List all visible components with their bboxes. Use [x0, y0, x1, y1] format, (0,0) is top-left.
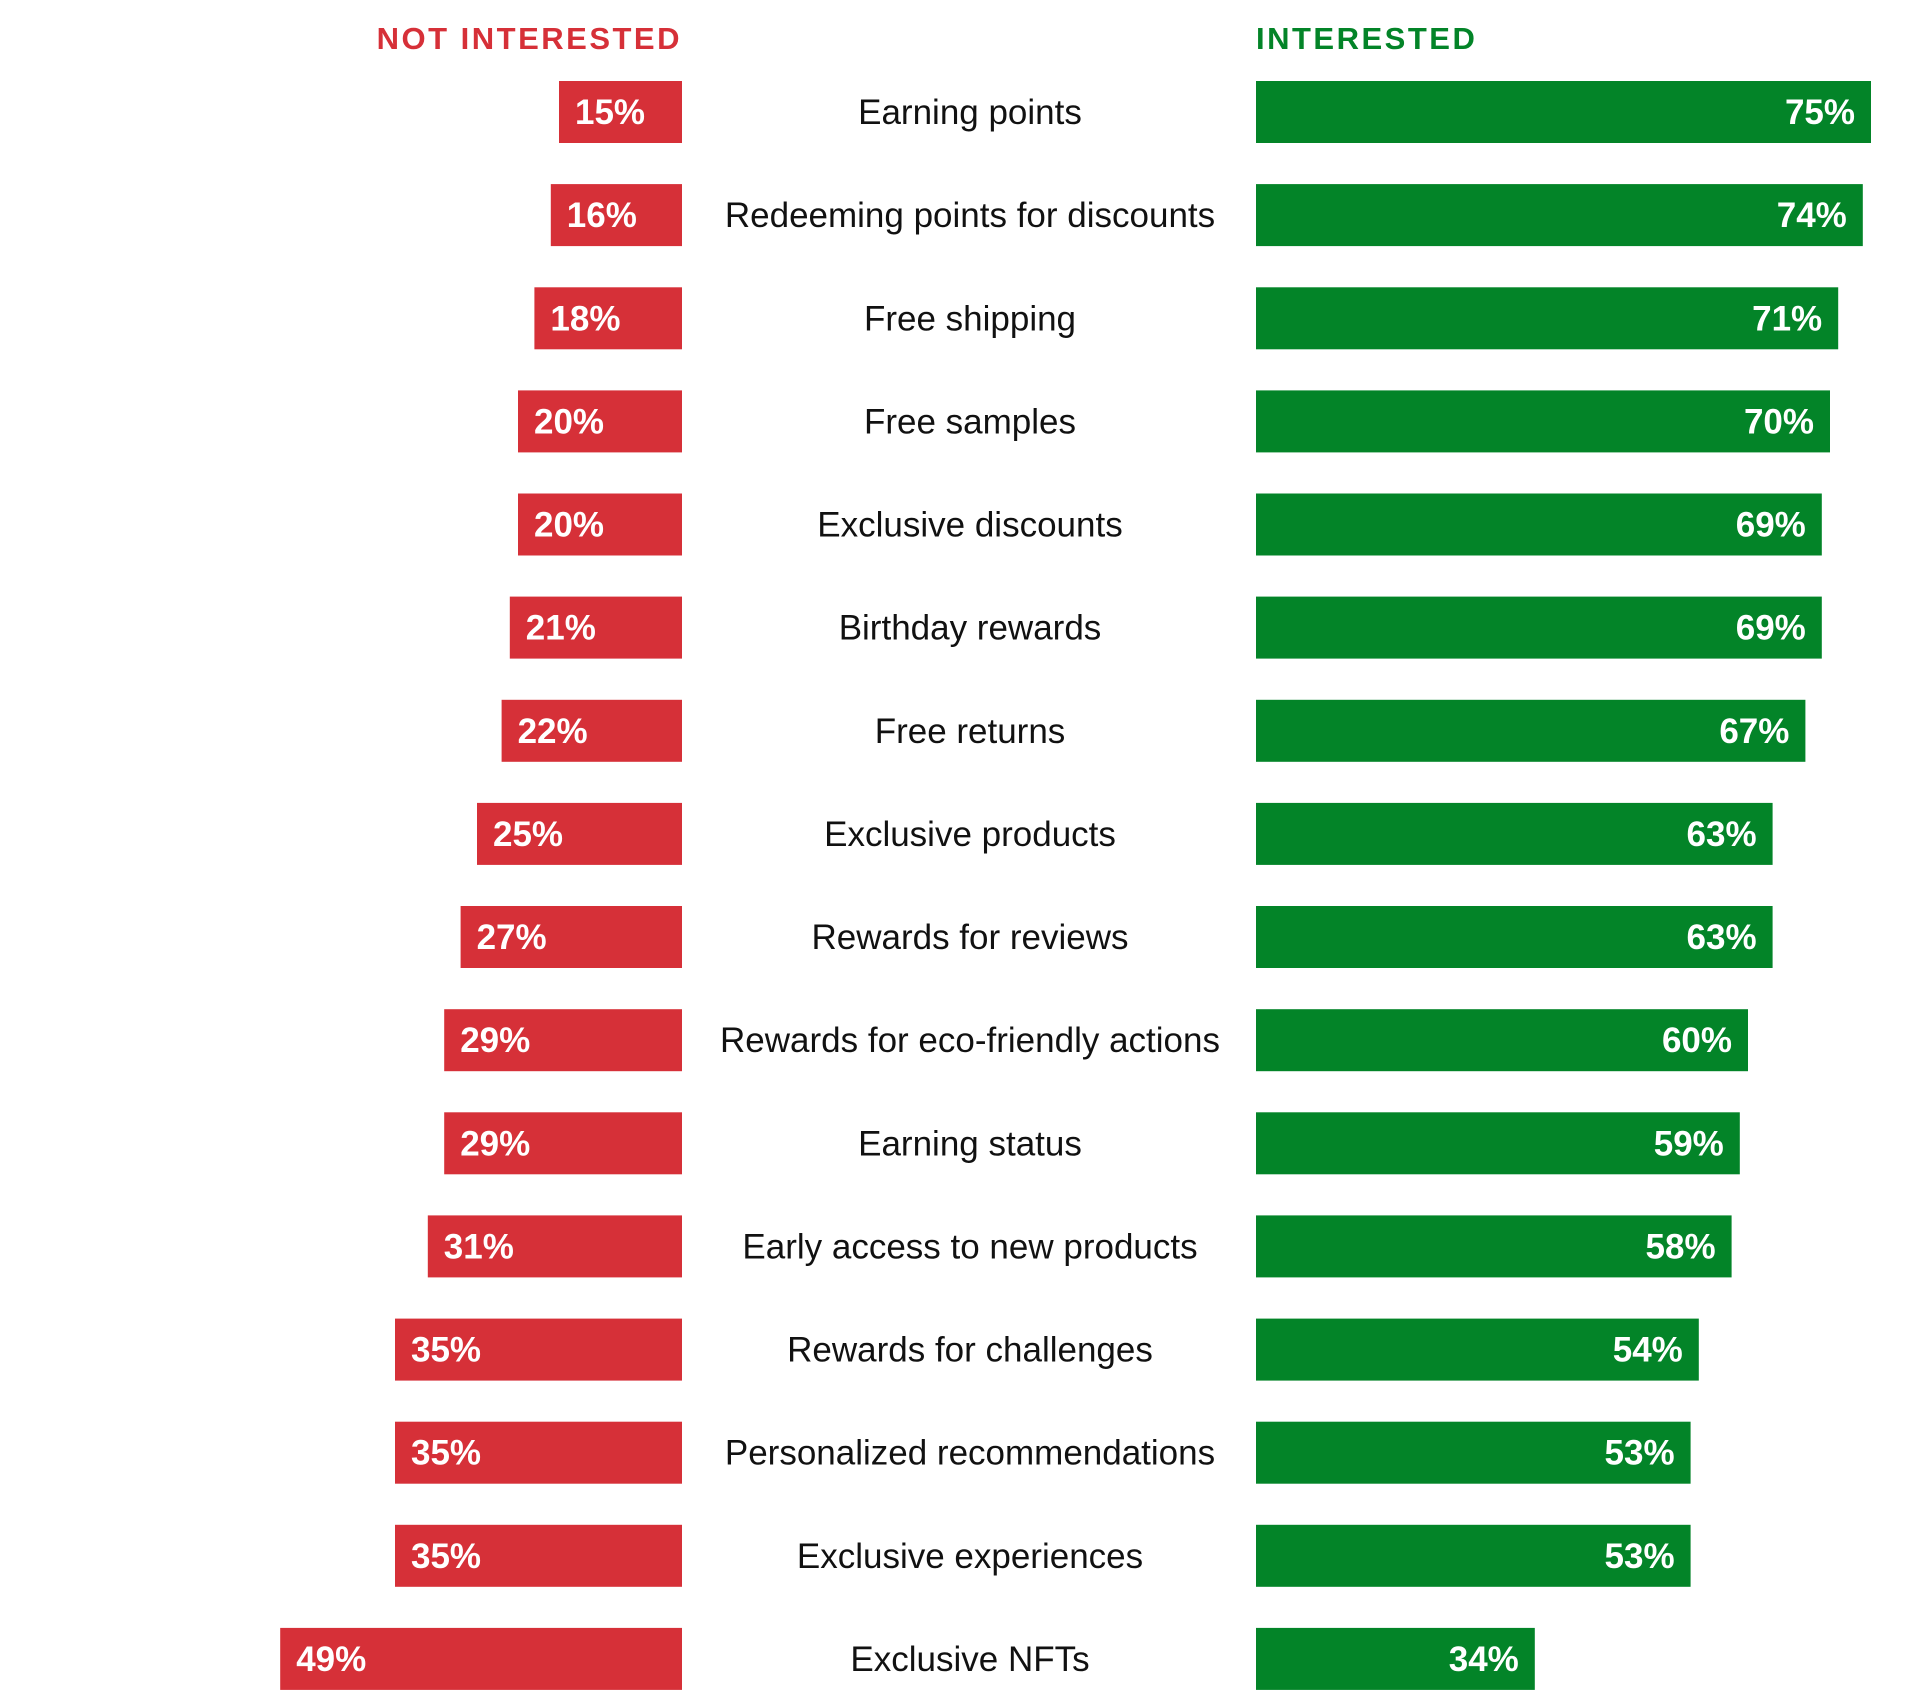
- value-label-not-interested: 21%: [526, 609, 596, 648]
- category-label: Free shipping: [864, 299, 1076, 338]
- value-label-not-interested: 49%: [296, 1640, 366, 1679]
- value-label-interested: 63%: [1687, 815, 1757, 854]
- bar-not-interested: [395, 1318, 682, 1381]
- value-label-not-interested: 31%: [444, 1227, 514, 1266]
- value-label-interested: 34%: [1449, 1640, 1519, 1679]
- value-label-interested: 60%: [1662, 1021, 1732, 1060]
- value-label-interested: 58%: [1646, 1227, 1716, 1266]
- category-label: Earning points: [858, 93, 1082, 132]
- bar-interested: [1256, 184, 1863, 247]
- bar-not-interested: [395, 1421, 682, 1484]
- value-label-interested: 69%: [1736, 609, 1806, 648]
- value-label-interested: 74%: [1777, 196, 1847, 235]
- value-label-interested: 69%: [1736, 506, 1806, 545]
- value-label-interested: 54%: [1613, 1331, 1683, 1370]
- value-label-not-interested: 35%: [411, 1331, 481, 1370]
- value-label-not-interested: 20%: [534, 506, 604, 545]
- header-interested: INTERESTED: [1256, 21, 1477, 56]
- bar-interested: [1256, 81, 1871, 143]
- value-label-not-interested: 29%: [460, 1124, 530, 1163]
- value-label-not-interested: 25%: [493, 815, 563, 854]
- value-label-not-interested: 18%: [550, 299, 620, 338]
- value-label-not-interested: 22%: [518, 712, 588, 751]
- bar-not-interested: [427, 1215, 682, 1278]
- bar-interested: [1256, 1009, 1748, 1072]
- bar-not-interested: [477, 802, 682, 865]
- value-label-interested: 75%: [1785, 93, 1855, 132]
- chart-rows: 15% Earning points 75% 16% Redeeming points …: [280, 81, 1871, 1690]
- bar-not-interested: [444, 1009, 682, 1072]
- bar-not-interested: [509, 596, 682, 659]
- bar-interested: [1256, 699, 1806, 762]
- bar-interested: [1256, 1215, 1732, 1278]
- bar-interested: [1256, 1524, 1691, 1587]
- bar-not-interested: [460, 906, 682, 968]
- value-label-not-interested: 35%: [411, 1537, 481, 1576]
- bar-interested: [1256, 802, 1773, 865]
- category-label: Exclusive NFTs: [850, 1640, 1089, 1679]
- bar-interested: [1256, 596, 1822, 659]
- value-label-interested: 67%: [1719, 712, 1789, 751]
- bar-interested: [1256, 1627, 1535, 1690]
- category-label: Free samples: [864, 402, 1076, 441]
- value-label-not-interested: 15%: [575, 93, 645, 132]
- bar-not-interested: [501, 699, 682, 762]
- value-label-interested: 59%: [1654, 1124, 1724, 1163]
- category-label: Earning status: [858, 1124, 1082, 1163]
- category-label: Free returns: [875, 712, 1066, 751]
- bar-interested: [1256, 1421, 1691, 1484]
- category-label: Personalized recommendations: [725, 1434, 1215, 1473]
- category-label: Rewards for reviews: [811, 918, 1128, 957]
- bar-not-interested: [550, 184, 682, 247]
- value-label-interested: 63%: [1687, 918, 1757, 957]
- category-label: Early access to new products: [742, 1227, 1197, 1266]
- bar-interested: [1256, 287, 1839, 350]
- category-label: Rewards for eco-friendly actions: [720, 1021, 1220, 1060]
- bar-not-interested: [444, 1112, 682, 1175]
- bar-interested: [1256, 390, 1830, 453]
- category-label: Redeeming points for discounts: [725, 196, 1215, 235]
- bar-not-interested: [518, 493, 682, 556]
- bar-not-interested: [395, 1524, 682, 1587]
- value-label-interested: 53%: [1605, 1537, 1675, 1576]
- value-label-not-interested: 29%: [460, 1021, 530, 1060]
- bar-not-interested: [518, 390, 682, 453]
- value-label-interested: 70%: [1744, 402, 1814, 441]
- bar-not-interested: [534, 287, 682, 350]
- category-label: Exclusive discounts: [817, 506, 1122, 545]
- header-not-interested: NOT INTERESTED: [377, 21, 682, 56]
- category-label: Exclusive products: [824, 815, 1116, 854]
- bar-not-interested: [280, 1627, 682, 1690]
- category-label: Birthday rewards: [839, 609, 1102, 648]
- value-label-interested: 71%: [1752, 299, 1822, 338]
- value-label-not-interested: 35%: [411, 1434, 481, 1473]
- value-label-not-interested: 20%: [534, 402, 604, 441]
- bar-interested: [1256, 1112, 1740, 1175]
- bar-interested: [1256, 493, 1822, 556]
- value-label-not-interested: 16%: [567, 196, 637, 235]
- value-label-not-interested: 27%: [477, 918, 547, 957]
- bar-interested: [1256, 906, 1773, 968]
- value-label-interested: 53%: [1605, 1434, 1675, 1473]
- bar-interested: [1256, 1318, 1699, 1381]
- category-label: Rewards for challenges: [787, 1331, 1153, 1370]
- category-label: Exclusive experiences: [797, 1537, 1143, 1576]
- bar-not-interested: [559, 81, 682, 143]
